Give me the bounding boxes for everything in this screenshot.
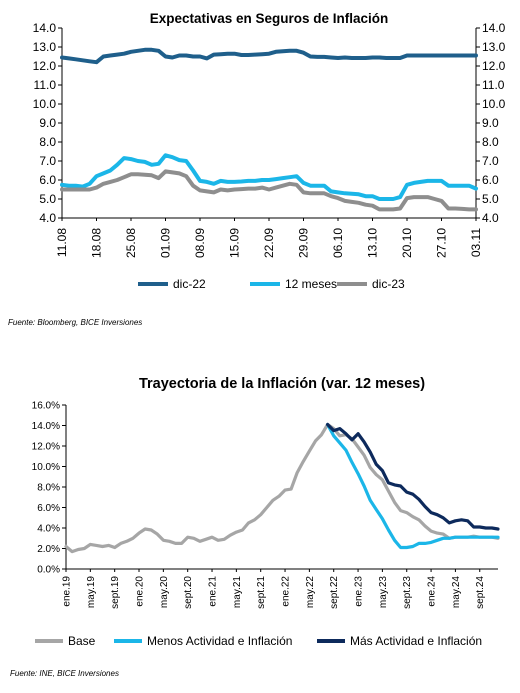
y-tick-label: 12.0 — [33, 59, 57, 73]
y-tick-label: 5.0 — [39, 192, 56, 206]
y-tick-label: 9.0 — [39, 116, 56, 130]
x-tick-label: 01.09 — [159, 228, 173, 258]
x-tick-label: 27.10 — [435, 228, 449, 258]
y-tick-label: 6.0% — [37, 503, 60, 514]
x-tick-label: may.23 — [378, 576, 389, 608]
y-tick-label-right: 12.0 — [482, 59, 506, 73]
x-tick-label: 08.09 — [193, 228, 207, 258]
x-tick-label: sept.20 — [183, 576, 194, 609]
y-tick-label-right: 7.0 — [482, 154, 499, 168]
legend-label-1: Base — [68, 634, 96, 648]
x-tick-label: 22.09 — [262, 228, 276, 258]
y-tick-label: 14.0 — [33, 21, 57, 35]
y-tick-label-right: 8.0 — [482, 135, 499, 149]
x-tick-label: sept.24 — [475, 576, 486, 609]
y-tick-label: 4.0 — [39, 211, 56, 225]
x-tick-label: may.19 — [86, 576, 97, 608]
y-tick-label: 0.0% — [37, 565, 60, 576]
y-tick-label: 7.0 — [39, 154, 56, 168]
legend-label-2: 12 meses — [285, 277, 337, 291]
x-tick-label: may.24 — [451, 576, 462, 608]
y-tick-label-right: 6.0 — [482, 173, 499, 187]
x-tick-label: 15.09 — [228, 228, 242, 258]
x-tick-label: may.22 — [305, 576, 316, 608]
source-note-2: Fuente: INE, BICE Inversiones — [10, 669, 119, 678]
y-tick-label: 14.0% — [32, 421, 60, 432]
legend-label-3: Más Actividad e Inflación — [350, 634, 482, 648]
x-tick-label: ene.24 — [427, 576, 438, 607]
y-tick-label-right: 9.0 — [482, 116, 499, 130]
x-tick-label: ene.23 — [354, 576, 365, 607]
x-tick-label: may.20 — [159, 576, 170, 608]
y-tick-label: 12.0% — [32, 442, 60, 453]
chart-title: Trayectoria de la Inflación (var. 12 mes… — [139, 376, 425, 392]
chart-2: Trayectoria de la Inflación (var. 12 mes… — [32, 376, 500, 648]
x-tick-label: 06.10 — [331, 228, 345, 258]
x-tick-label: 29.09 — [297, 228, 311, 258]
y-tick-label: 10.0% — [32, 462, 60, 473]
x-tick-label: may.21 — [232, 576, 243, 608]
legend-label-2: Menos Actividad e Inflación — [147, 634, 292, 648]
y-tick-label-right: 14.0 — [482, 21, 506, 35]
x-tick-label: 18.08 — [90, 228, 104, 258]
legend-label-3: dic-23 — [372, 277, 405, 291]
series-line-3 — [326, 422, 500, 531]
y-tick-label: 8.0 — [39, 135, 56, 149]
y-tick-label-right: 13.0 — [482, 40, 506, 54]
y-tick-label: 11.0 — [34, 78, 57, 92]
series-line-1 — [60, 47, 478, 65]
y-tick-label: 13.0 — [33, 40, 57, 54]
chart-title: Expectativas en Seguros de Inflación — [150, 11, 389, 26]
x-tick-label: sept.22 — [329, 576, 340, 609]
series-line-2 — [60, 153, 478, 201]
y-tick-label: 10.0 — [33, 97, 57, 111]
chart-1: Expectativas en Seguros de Inflación 4.0 4… — [33, 11, 506, 291]
x-tick-label: ene.22 — [281, 576, 292, 607]
legend-label-1: dic-22 — [173, 277, 206, 291]
y-tick-label: 8.0% — [37, 483, 60, 494]
y-tick-label: 2.0% — [37, 544, 60, 555]
y-tick-label: 4.0% — [37, 524, 60, 535]
y-tick-label-right: 11.0 — [482, 78, 505, 92]
source-note-1: Fuente: Bloomberg, BICE Inversiones — [8, 318, 143, 327]
x-tick-label: 11.08 — [55, 228, 69, 257]
y-tick-label-right: 4.0 — [482, 211, 499, 225]
series-line-2 — [326, 422, 500, 550]
x-tick-label: 03.11 — [469, 228, 483, 257]
x-tick-label: sept.21 — [256, 576, 267, 609]
x-tick-label: 25.08 — [124, 228, 138, 258]
y-tick-label-right: 10.0 — [482, 97, 506, 111]
x-tick-label: ene.21 — [208, 576, 219, 607]
x-tick-label: ene.19 — [62, 576, 73, 607]
y-tick-label-right: 5.0 — [482, 192, 499, 206]
x-tick-label: sept.19 — [110, 576, 121, 609]
x-tick-label: sept.23 — [402, 576, 413, 609]
x-tick-label: ene.20 — [135, 576, 146, 607]
series-line-1 — [64, 422, 500, 554]
x-tick-label: 20.10 — [400, 228, 414, 258]
x-tick-label: 13.10 — [366, 228, 380, 258]
series-line-3 — [60, 169, 478, 212]
y-tick-label: 6.0 — [39, 173, 56, 187]
y-tick-label: 16.0% — [32, 401, 60, 412]
